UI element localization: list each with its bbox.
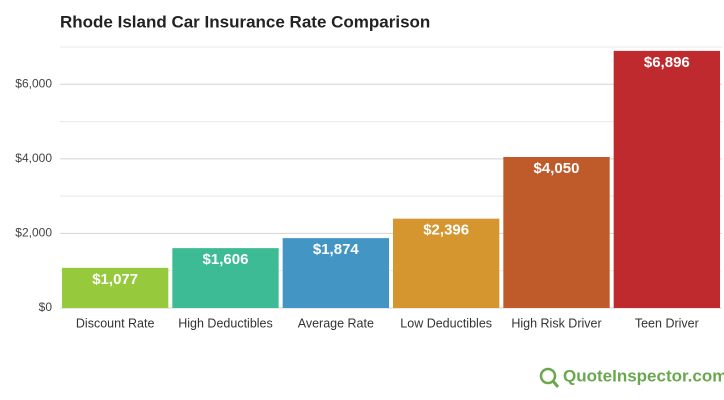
x-tick-label: Discount Rate — [76, 316, 155, 330]
bar — [282, 238, 389, 308]
watermark: QuoteInspector.com — [563, 366, 724, 385]
bar — [503, 156, 610, 308]
y-tick-label: $0 — [39, 300, 53, 314]
y-tick-label: $6,000 — [15, 76, 52, 90]
bar — [613, 50, 720, 308]
x-tick-label: Teen Driver — [635, 316, 699, 330]
value-label: $4,050 — [534, 160, 580, 177]
value-label: $6,896 — [644, 54, 690, 71]
bar — [393, 218, 500, 308]
bar — [62, 267, 169, 308]
logo-icon — [539, 367, 560, 388]
y-tick-label: $2,000 — [15, 226, 52, 240]
y-tick-label: $4,000 — [15, 151, 52, 165]
value-label: $1,606 — [203, 251, 249, 268]
x-tick-label: High Risk Driver — [511, 316, 601, 330]
value-label: $1,077 — [92, 271, 138, 288]
x-tick-label: Average Rate — [298, 316, 374, 330]
bar — [172, 248, 279, 308]
value-label: $2,396 — [423, 222, 469, 239]
x-tick-label: High Deductibles — [178, 316, 273, 330]
value-label: $1,874 — [313, 241, 360, 258]
x-tick-label: Low Deductibles — [400, 316, 492, 330]
chart-title: Rhode Island Car Insurance Rate Comparis… — [60, 12, 430, 31]
